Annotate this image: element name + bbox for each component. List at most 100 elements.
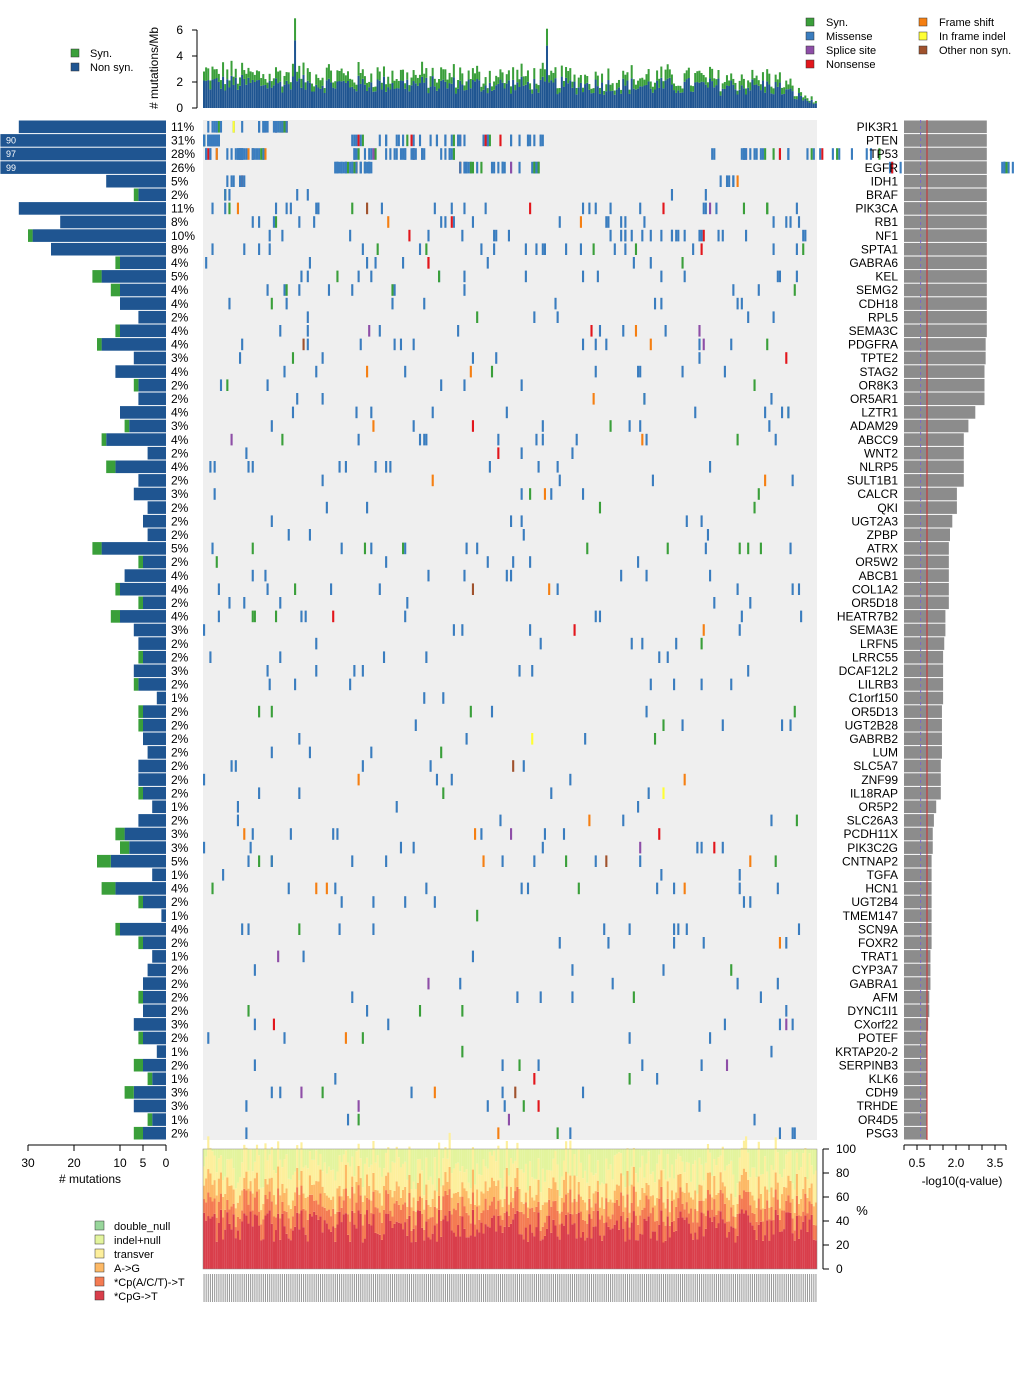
mutation-mark <box>342 161 345 174</box>
mutation-mark <box>427 569 430 582</box>
rate-bar-nonsyn <box>537 92 540 108</box>
sample-label <box>362 1274 364 1302</box>
mutation-mark <box>637 556 640 568</box>
spectrum-segment <box>279 1218 282 1240</box>
gene-label: BRAF <box>866 188 898 202</box>
mutation-mark <box>558 937 561 949</box>
mutation-mark <box>535 433 538 446</box>
mutation-mark <box>378 325 381 337</box>
count-bar-syn <box>115 256 120 270</box>
spectrum-segment <box>721 1182 724 1194</box>
qvalue-tick-label: 3.5 <box>987 1156 1004 1170</box>
spectrum-segment <box>423 1240 426 1269</box>
spectrum-segment <box>725 1237 729 1269</box>
spectrum-segment <box>802 1211 805 1222</box>
gene-percent: 2% <box>171 1058 189 1072</box>
qvalue-bar <box>904 365 985 378</box>
mutation-mark <box>484 202 487 215</box>
spectrum-segment <box>789 1202 792 1213</box>
spectrum-segment <box>397 1186 400 1205</box>
spectrum-segment <box>330 1231 333 1269</box>
gene-label: SEMA3E <box>849 623 898 637</box>
spectrum-segment <box>764 1149 767 1157</box>
spectrum-segment <box>203 1199 206 1213</box>
mutation-mark <box>766 202 769 215</box>
count-value-label: 97 <box>6 149 16 159</box>
spectrum-segment <box>251 1171 254 1194</box>
spectrum-segment <box>351 1186 354 1211</box>
spectrum-segment <box>336 1149 339 1172</box>
spectrum-segment <box>785 1154 788 1188</box>
rate-bar-syn <box>681 88 684 93</box>
spectrum-segment <box>393 1149 396 1163</box>
spectrum-segment <box>689 1181 693 1198</box>
mutation-mark <box>274 610 278 623</box>
spectrum-segment <box>789 1150 792 1181</box>
mutation-mark <box>660 297 663 310</box>
rate-bar-nonsyn <box>486 93 489 108</box>
spectrum-segment <box>611 1202 614 1215</box>
rate-bar-nonsyn <box>378 80 381 108</box>
sample-label <box>751 1274 753 1302</box>
legend-label: Frame shift <box>939 17 994 29</box>
rate-bar-nonsyn <box>603 94 606 108</box>
spectrum-segment <box>732 1149 735 1175</box>
spectrum-segment <box>641 1187 644 1210</box>
mutation-mark <box>488 461 491 473</box>
mutation-mark <box>634 243 638 255</box>
spectrum-segment <box>404 1161 407 1187</box>
spectrum-segment <box>789 1212 792 1269</box>
spectrum-segment <box>287 1149 290 1179</box>
rate-axis-title: # mutations/Mb <box>147 27 161 109</box>
qvalue-bar <box>904 650 944 664</box>
spectrum-axis-title: % <box>856 1203 868 1218</box>
rate-bar-syn <box>683 73 686 82</box>
spectrum-segment <box>590 1218 593 1239</box>
gene-percent: 5% <box>171 854 189 868</box>
rate-bar-syn <box>342 73 345 81</box>
rate-bar-nonsyn <box>810 99 813 108</box>
mutation-mark <box>510 569 513 582</box>
mutation-mark <box>732 175 735 187</box>
spectrum-segment <box>253 1149 256 1162</box>
spectrum-segment <box>236 1202 240 1217</box>
spectrum-segment <box>313 1159 316 1185</box>
mutation-mark <box>459 977 462 990</box>
mutation-mark <box>666 542 669 555</box>
spectrum-segment <box>321 1149 324 1172</box>
count-bar-nonsyn <box>110 854 166 868</box>
spectrum-segment <box>783 1168 786 1187</box>
count-bar-syn <box>138 990 143 1004</box>
rate-bar-nonsyn <box>209 89 212 108</box>
rate-bar-syn <box>353 82 356 89</box>
spectrum-segment <box>584 1220 587 1241</box>
spectrum-segment <box>391 1197 394 1217</box>
sample-label <box>447 1274 449 1302</box>
spectrum-segment <box>643 1192 646 1208</box>
mutation-mark <box>285 121 288 133</box>
spectrum-segment <box>709 1194 712 1218</box>
mutation-mark <box>501 1059 504 1071</box>
qvalue-bar <box>904 1018 929 1031</box>
sample-label <box>385 1274 387 1302</box>
spectrum-segment <box>713 1175 716 1200</box>
spectrum-segment <box>613 1202 616 1225</box>
mutation-mark <box>334 161 337 174</box>
mutation-mark <box>759 542 762 555</box>
spectrum-segment <box>327 1209 331 1230</box>
gene-percent: 2% <box>171 637 189 651</box>
rate-bar-syn <box>501 72 504 83</box>
qvalue-bar <box>904 759 941 773</box>
mutation-mark <box>529 202 532 215</box>
spectrum-segment <box>298 1180 301 1195</box>
spectrum-segment <box>615 1153 619 1185</box>
spectrum-segment <box>433 1149 436 1158</box>
spectrum-segment <box>711 1149 714 1176</box>
spectrum-segment <box>427 1237 430 1269</box>
spectrum-segment <box>480 1222 483 1269</box>
spectrum-segment <box>357 1143 360 1166</box>
count-tick-label: 10 <box>113 1156 127 1170</box>
spectrum-segment <box>493 1149 496 1151</box>
rate-bar-syn <box>433 78 436 87</box>
mutation-mark <box>370 406 373 419</box>
